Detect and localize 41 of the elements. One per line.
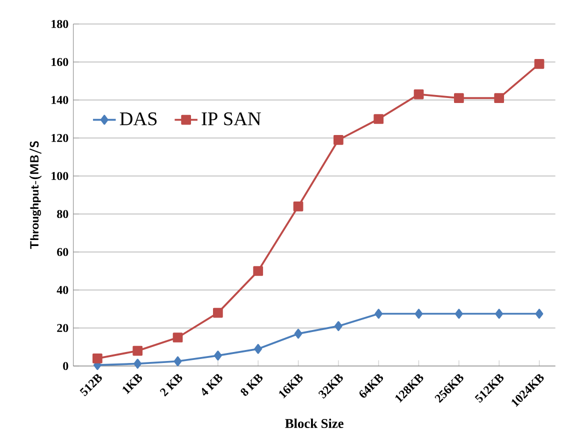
point xyxy=(334,134,344,145)
point xyxy=(294,328,302,339)
point xyxy=(132,346,143,356)
point xyxy=(253,266,264,276)
x-tick-label: 1KB xyxy=(122,374,142,394)
point xyxy=(334,321,342,332)
y-tick-label: 180 xyxy=(52,20,68,28)
y-tick-label: 0 xyxy=(63,362,68,370)
y-tick-label: 60 xyxy=(57,248,68,256)
point xyxy=(495,308,504,319)
point xyxy=(414,89,424,100)
point xyxy=(534,58,544,69)
y-tick-label: 20 xyxy=(57,324,68,332)
point xyxy=(454,93,464,104)
y-axis-title: Throughput-(MB/S xyxy=(29,141,42,250)
point xyxy=(374,308,383,319)
y-tick-label: 100 xyxy=(52,172,68,180)
point xyxy=(172,332,183,342)
point xyxy=(494,93,504,104)
y-tick-label: 140 xyxy=(52,96,68,104)
point xyxy=(254,344,262,354)
y-tick-label: 160 xyxy=(52,58,68,66)
point xyxy=(92,353,102,364)
point xyxy=(535,308,544,319)
point xyxy=(213,308,223,318)
point xyxy=(414,308,423,319)
y-tick-label: 40 xyxy=(56,286,68,294)
point xyxy=(374,114,384,124)
point xyxy=(134,358,142,369)
point xyxy=(214,350,222,360)
legend-label: IP SAN xyxy=(202,112,261,126)
y-tick-label: 80 xyxy=(57,210,68,218)
x-tick-label: 2 KB xyxy=(160,374,182,397)
x-tick-label: 8 KB xyxy=(240,374,263,396)
legend-label: DAS xyxy=(120,112,157,126)
point xyxy=(174,356,182,366)
point xyxy=(293,201,304,212)
point xyxy=(455,308,463,319)
x-axis-title: Block Size xyxy=(285,418,344,428)
x-tick-label: 4 KB xyxy=(202,374,222,396)
y-tick-label: 120 xyxy=(52,134,68,142)
